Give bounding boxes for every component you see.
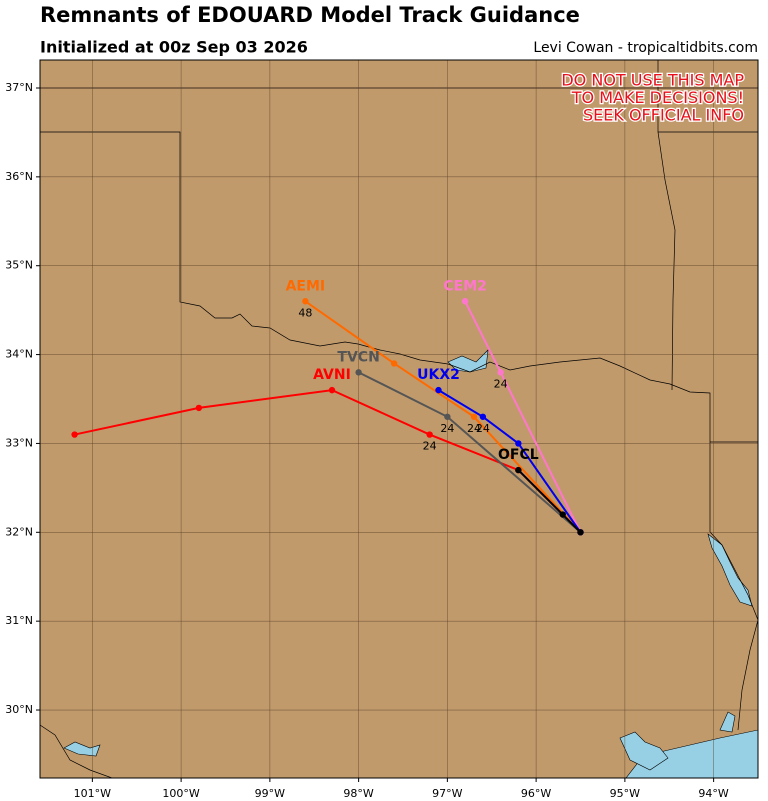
- lake: [719, 711, 736, 733]
- lake: [63, 741, 101, 757]
- hour-label: 24: [494, 377, 508, 390]
- hour-label: 24: [467, 422, 481, 435]
- track-point: [328, 386, 336, 394]
- track-point: [497, 369, 504, 376]
- hour-label: 48: [298, 306, 312, 319]
- track-point: [515, 466, 522, 474]
- track-name: OFCL: [498, 447, 539, 463]
- y-tick-label: 36°N: [5, 170, 33, 183]
- x-tick-label: 99°W: [255, 787, 285, 800]
- track-point: [470, 413, 478, 420]
- y-tick-label: 33°N: [5, 436, 33, 449]
- hour-label: 24: [476, 422, 490, 435]
- track-point: [435, 386, 442, 394]
- x-tick-label: 98°W: [343, 787, 373, 800]
- lake: [447, 349, 489, 373]
- warning: TO MAKE DECISIONS!: [571, 88, 744, 107]
- track-point: [461, 298, 469, 305]
- chart-title: Remnants of EDOUARD Model Track Guidance: [40, 3, 580, 27]
- map: [40, 60, 758, 778]
- hour-label: 24: [423, 440, 437, 453]
- warning: SEEK OFFICIAL INFO: [583, 106, 744, 125]
- x-tick-label: 96°W: [521, 787, 551, 800]
- track-point: [302, 298, 309, 305]
- track-name: CEM2: [443, 278, 487, 294]
- x-tick-label: 94°W: [698, 787, 728, 800]
- y-tick-label: 35°N: [5, 259, 33, 272]
- land: [40, 60, 758, 778]
- track-point: [355, 369, 362, 376]
- y-tick-label: 30°N: [5, 703, 33, 716]
- map-frame: [39, 59, 759, 779]
- track-name: AEMI: [286, 278, 326, 294]
- hour-label: 24: [440, 422, 454, 435]
- track-name: UKX2: [417, 367, 460, 383]
- warning: DO NOT USE THIS MAP: [561, 71, 744, 90]
- track-point: [71, 431, 78, 438]
- track-point: [426, 431, 433, 438]
- track-point: [559, 511, 566, 518]
- lake: [707, 533, 753, 607]
- y-tick-label: 37°N: [5, 81, 33, 94]
- state-border: [709, 531, 758, 731]
- track-point: [479, 413, 487, 420]
- credit: Levi Cowan - tropicaltidbits.com: [533, 40, 758, 56]
- chart-subtitle: Initialized at 00z Sep 03 2026: [40, 38, 308, 57]
- track-name: AVNI: [313, 367, 351, 383]
- border: [40, 724, 113, 778]
- x-tick-label: 95°W: [610, 787, 640, 800]
- track-point: [515, 440, 522, 447]
- bay: [619, 731, 669, 771]
- track-point: [577, 529, 584, 536]
- track-point: [444, 413, 451, 420]
- state-border: [657, 60, 758, 391]
- state-border: [40, 131, 711, 532]
- y-tick-label: 31°N: [5, 614, 33, 627]
- track-name: TVCN: [337, 349, 379, 365]
- y-tick-label: 32°N: [5, 525, 33, 538]
- track-line: [304, 300, 582, 533]
- y-tick-label: 34°N: [5, 348, 33, 361]
- track-line: [437, 389, 582, 533]
- track-point: [390, 360, 398, 367]
- x-tick-label: 100°W: [162, 787, 199, 800]
- x-tick-label: 97°W: [432, 787, 462, 800]
- track-point: [195, 404, 203, 412]
- x-tick-label: 101°W: [74, 787, 111, 800]
